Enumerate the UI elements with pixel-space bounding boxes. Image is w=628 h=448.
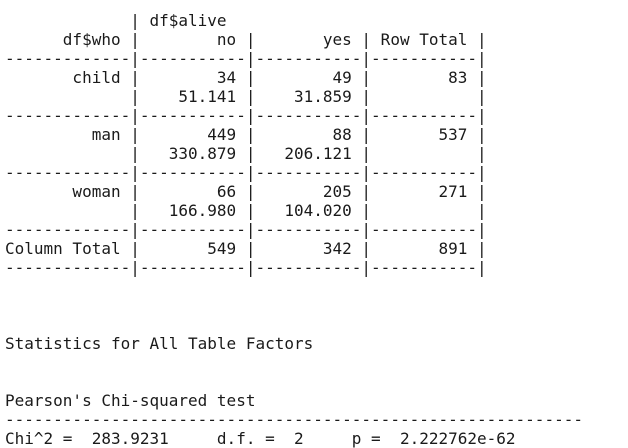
test-result-line: Chi^2 = 283.9231 d.f. = 2 p = 2.222762e-… — [5, 429, 516, 448]
blank-line — [5, 296, 583, 315]
crosstab-row-child-expected: | 51.141 | 31.859 | | — [5, 87, 487, 106]
crosstab-divider: -------------|-----------|-----------|--… — [5, 258, 487, 277]
test-divider: ----------------------------------------… — [5, 410, 583, 429]
crosstab-column-total: Column Total | 549 | 342 | 891 | — [5, 239, 487, 258]
crosstab-column-header: df$who | no | yes | Row Total | — [5, 30, 487, 49]
blank-line — [5, 277, 583, 296]
crosstab-row-woman-counts: woman | 66 | 205 | 271 | — [5, 182, 487, 201]
crosstab-divider: -------------|-----------|-----------|--… — [5, 106, 487, 125]
crosstab-divider: -------------|-----------|-----------|--… — [5, 220, 487, 239]
crosstab-header-line: | df$alive — [5, 11, 227, 30]
crosstab-row-child-counts: child | 34 | 49 | 83 | — [5, 68, 487, 87]
console-output: | df$alive df$who | no | yes | Row Total… — [5, 11, 583, 448]
crosstab-divider: -------------|-----------|-----------|--… — [5, 49, 487, 68]
crosstab-row-man-expected: | 330.879 | 206.121 | | — [5, 144, 487, 163]
crosstab-divider: -------------|-----------|-----------|--… — [5, 163, 487, 182]
statistics-heading: Statistics for All Table Factors — [5, 334, 314, 353]
test-title: Pearson's Chi-squared test — [5, 391, 256, 410]
crosstab-row-woman-expected: | 166.980 | 104.020 | | — [5, 201, 487, 220]
blank-line — [5, 372, 583, 391]
crosstab-row-man-counts: man | 449 | 88 | 537 | — [5, 125, 487, 144]
blank-line — [5, 353, 583, 372]
blank-line — [5, 315, 583, 334]
